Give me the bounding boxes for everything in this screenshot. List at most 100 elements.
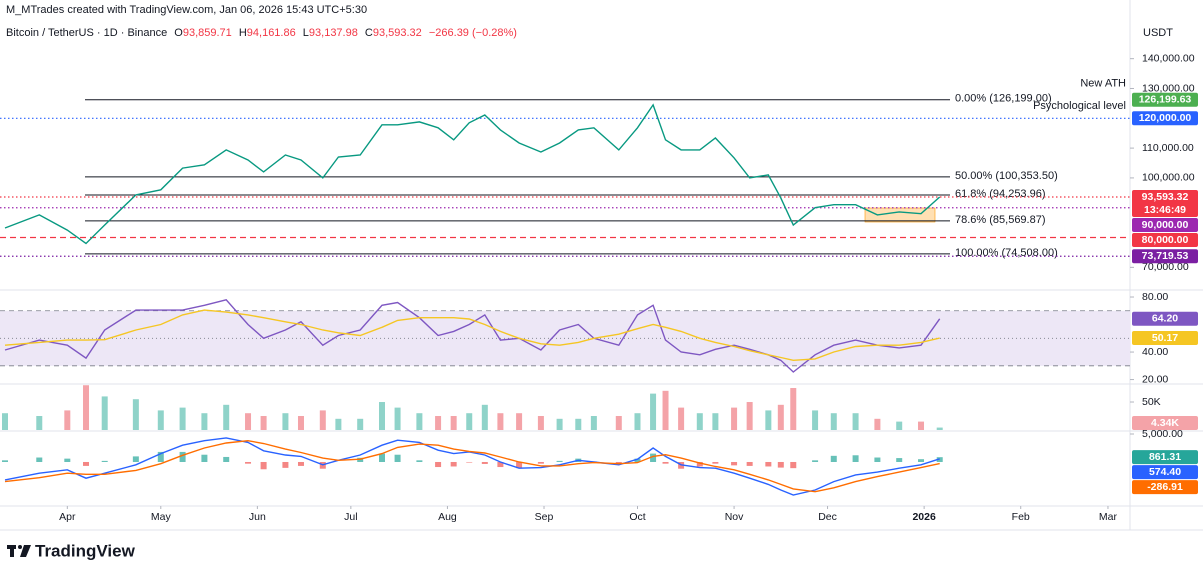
volume-bar [201,413,208,430]
series-line [4,103,941,245]
y-tick-label: 5,000.00 [1142,428,1183,440]
volume-bar [481,404,488,430]
volume-bar [590,416,597,430]
histogram-bar [777,461,784,468]
volume-bar [497,413,504,430]
histogram-bar [64,458,71,462]
ohlc-value: 94,161.86 [247,27,296,39]
histogram-bar [101,460,108,462]
series-line [4,299,941,373]
price-tag-label: 126,199.63 [1139,94,1192,106]
volume-bar [874,418,881,430]
series-line [4,439,940,493]
histogram-bar [830,455,837,462]
x-tick-label: May [151,511,172,523]
fib-label: 0.00% (126,199.00) [955,93,1052,105]
volume-bar [696,413,703,430]
histogram-bar [2,460,8,462]
ohlc-key: H [239,27,247,39]
volume-bar [918,421,925,430]
histogram-bar [537,461,544,464]
volume-bar [830,413,837,430]
histogram-bar [282,461,289,468]
y-tick-label: 110,000.00 [1142,142,1194,154]
volume-bar [101,396,108,430]
price-tag [1132,111,1198,126]
histogram-bar [874,457,881,462]
volume-bar [678,407,685,430]
volume-bar [516,413,523,430]
y-tick-label: 100,000.00 [1142,172,1195,184]
histogram-bar [157,451,164,462]
volume-bar [537,416,544,430]
currency: USDT [1143,27,1173,39]
volume-bar [260,416,267,430]
histogram-bar [435,461,442,468]
histogram-bar [936,457,943,462]
volume-bar [731,407,738,430]
histogram-bar [245,461,252,464]
price-tag-label: 73,719.53 [1142,250,1189,262]
volume-bar [132,399,139,430]
fib-label: 61.8% (94,253.96) [955,188,1046,200]
volume-bar [556,418,563,430]
volume-bar [223,404,230,430]
histogram-bar [712,461,719,464]
volume-bar [435,416,442,430]
change: −266.39 (−0.28%) [429,27,517,39]
price-tag-label: 50.17 [1152,332,1178,344]
x-tick-label: Nov [725,511,744,523]
y-tick-label: 80.00 [1142,291,1168,303]
volume-bar [83,385,90,430]
logo-text: TradingView [35,541,136,560]
y-tick-label: 50K [1142,396,1161,408]
histogram-bar [223,456,230,462]
volume-bar [650,393,657,430]
fib-label: 100.00% (74,508.00) [955,247,1058,259]
ohlc-key: O [174,27,183,39]
series-line [4,309,940,362]
volume-bar [416,413,423,430]
x-tick-label: Mar [1099,511,1118,523]
volume-bar [179,407,186,430]
logo-mark [20,545,31,557]
volume-bar [812,410,819,430]
price-tag [1132,92,1198,107]
volume-bar [379,402,385,430]
volume-bar [936,427,943,430]
histogram-bar [765,461,772,467]
price-tag [1132,311,1198,326]
histogram-bar [179,451,186,462]
volume-bar [394,407,401,430]
histogram-bar [556,460,563,462]
histogram-bar [466,461,473,463]
x-tick-label: Jun [249,511,266,523]
volume-bar [36,416,43,430]
ohlc-key: L [303,27,309,39]
volume-bar [777,404,784,430]
histogram-bar [132,456,139,462]
price-tag [1132,416,1198,430]
volume-bar [245,413,252,430]
symbol: Bitcoin / TetherUS · 1D · Binance [6,27,167,39]
price-tag [1132,450,1198,465]
histogram-bar [450,461,457,467]
price-tag [1132,331,1198,346]
volume-bar [746,402,753,430]
volume-bar [712,413,719,430]
volume-bar [282,413,289,430]
histogram-bar [634,458,641,462]
volume-bar [335,418,342,430]
volume-bar [896,421,903,430]
x-tick-label: 2026 [912,511,936,523]
volume-bar [852,413,859,430]
y-tick-label: 20.00 [1142,373,1168,385]
histogram-bar [36,457,43,462]
volume-bar [64,410,71,430]
price-tag-label: 120,000.00 [1139,112,1192,124]
histogram-bar [379,453,385,462]
price-tag [1132,465,1198,480]
logo-mark [10,545,14,557]
